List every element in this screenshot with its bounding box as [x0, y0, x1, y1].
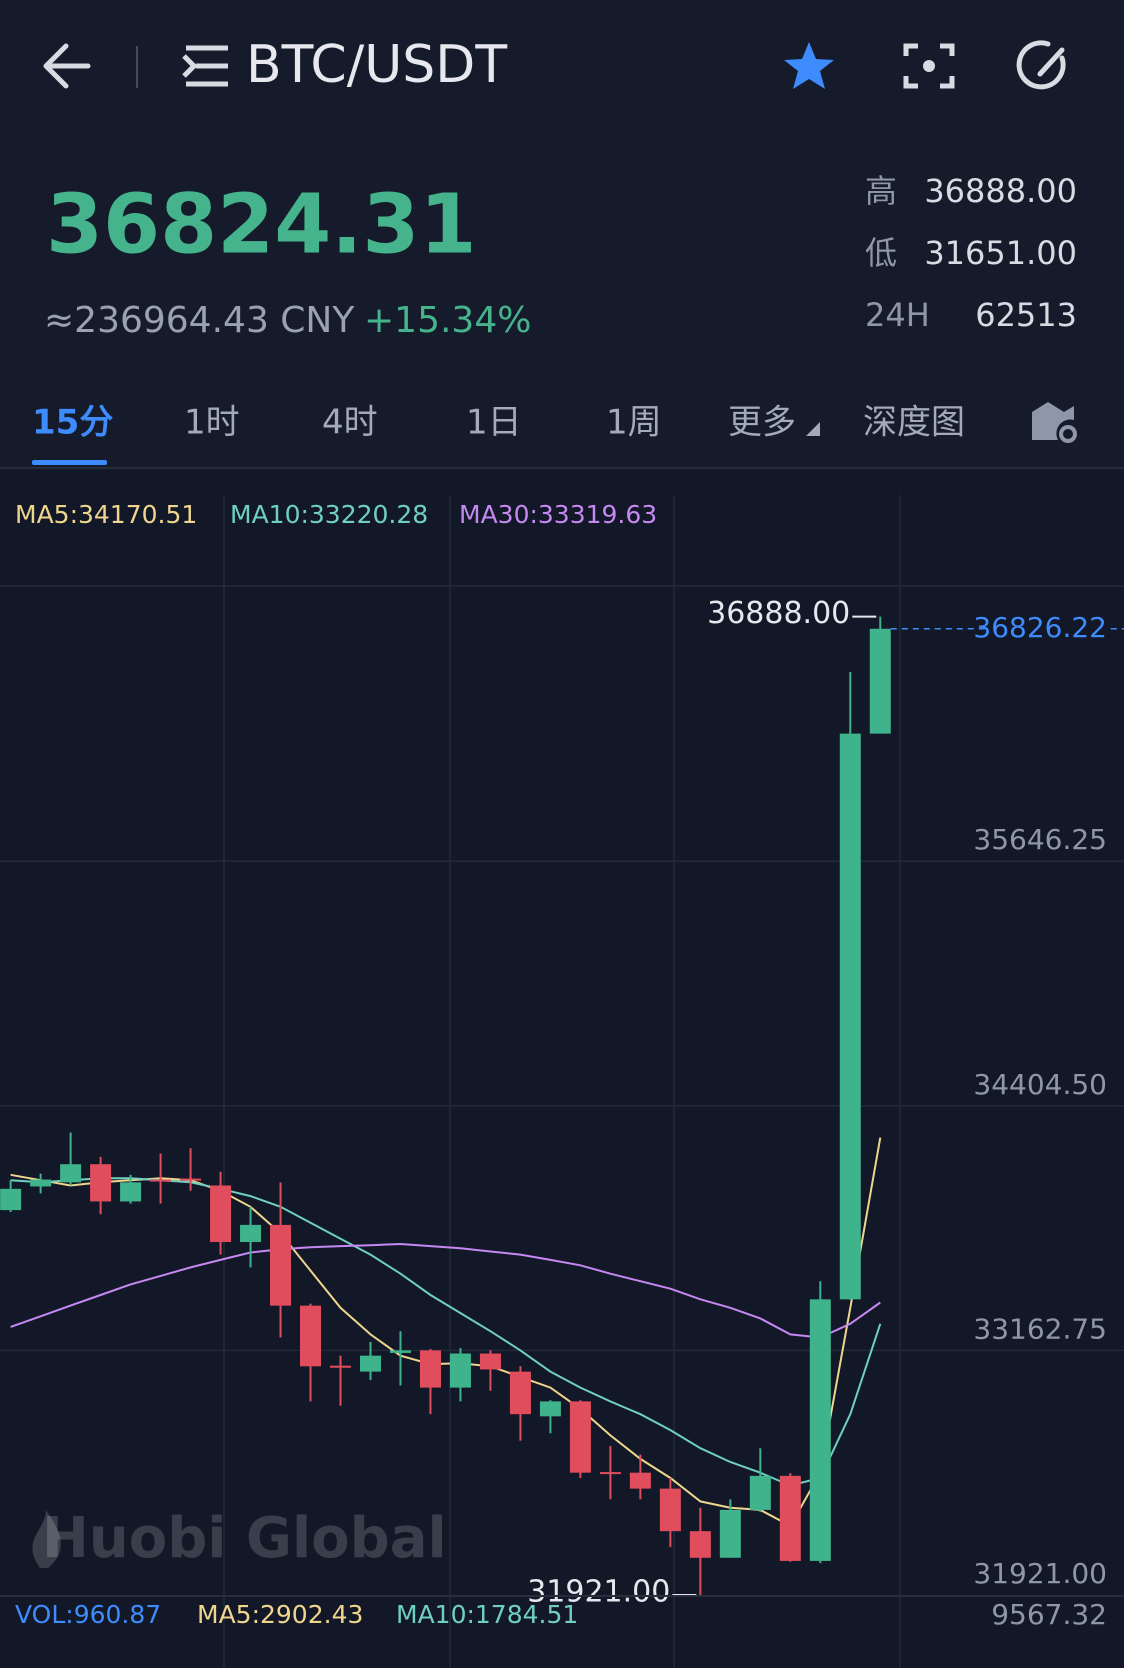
chart-background: [0, 470, 1124, 1668]
stat-label: 24H: [865, 296, 930, 334]
candle-body: [150, 1179, 172, 1182]
candle-body: [839, 733, 861, 1300]
candle-body: [210, 1185, 232, 1243]
last-price: 36824.31: [46, 177, 477, 272]
tab[interactable]: 1日: [466, 403, 522, 443]
tab[interactable]: 1时: [184, 403, 240, 443]
candle-body: [809, 1299, 831, 1561]
candle-body: [539, 1401, 561, 1417]
tab[interactable]: 1周: [606, 403, 662, 443]
back-icon: [43, 43, 91, 89]
volume-axis-label: 9567.32: [991, 1598, 1107, 1631]
candle-body: [90, 1164, 112, 1202]
candle-body: [330, 1365, 352, 1368]
last-price-bg: [990, 612, 1110, 645]
y-tick-label: 34404.50: [973, 1068, 1107, 1101]
volume-indicator: MA5:2902.43: [197, 1600, 363, 1629]
scan-button[interactable]: [903, 43, 955, 89]
watermark-logo: [32, 1510, 61, 1568]
candle-body: [749, 1475, 771, 1510]
back-button[interactable]: [43, 43, 91, 89]
ma-line: [10, 1242, 881, 1339]
candle-body: [719, 1509, 741, 1558]
high-label: 36888.00: [707, 596, 850, 631]
plot: 31921.00 33162.75 34404.50 35646.25 36888.00…: [0, 500, 1124, 1610]
y-tick-label: 35646.25: [973, 823, 1107, 856]
candle-body: [120, 1182, 142, 1202]
candle-body: [599, 1472, 621, 1475]
refresh-arrow: [1037, 47, 1065, 77]
tabs: 15分 1时 4时 1日 1周 更多 深度图: [32, 403, 965, 443]
candle-body: [359, 1355, 381, 1372]
candle-body: [869, 628, 891, 734]
y-tick-label: 33162.75: [973, 1312, 1107, 1345]
legend-entry: MA5:34170.51: [15, 500, 197, 529]
stat-value: 31651.00: [924, 234, 1077, 272]
candle-body: [419, 1350, 441, 1388]
candle-body: [0, 1188, 22, 1211]
volume-panel: VOL:960.87 MA5:2902.43 MA10:1784.51 9567.32: [15, 1598, 1107, 1631]
watermark: Huobi Global: [42, 1506, 447, 1571]
candle-body: [659, 1488, 681, 1532]
candle-body: [240, 1224, 262, 1243]
refresh-button[interactable]: [1016, 40, 1066, 90]
candle-body: [569, 1401, 591, 1473]
legend-entry: MA10:33220.28: [230, 500, 428, 529]
stat-value: 62513: [975, 296, 1077, 334]
candle-body: [300, 1305, 322, 1367]
more-caret: [806, 422, 820, 436]
candle-body: [60, 1164, 82, 1183]
ma-line: [10, 1137, 882, 1528]
tab[interactable]: 深度图: [863, 403, 965, 443]
candle-body: [270, 1224, 292, 1306]
volume-indicator: VOL:960.87: [15, 1600, 161, 1629]
candle-body: [689, 1531, 711, 1558]
change-percent: +15.34%: [364, 300, 531, 341]
low-label: 31921.00: [527, 1575, 670, 1610]
menu-button[interactable]: [182, 45, 228, 87]
tab[interactable]: 更多: [728, 403, 796, 443]
favorite-star[interactable]: [784, 42, 834, 89]
candle-body: [479, 1353, 501, 1370]
stat-label: 高: [865, 172, 897, 210]
tab[interactable]: 15分: [32, 403, 113, 443]
pair-title: BTC/USDT: [246, 35, 507, 95]
candle-body: [180, 1178, 202, 1181]
chart-settings-button[interactable]: [1032, 402, 1074, 440]
candle-body: [509, 1371, 531, 1415]
candle-body: [629, 1472, 651, 1489]
candle-body: [449, 1353, 471, 1388]
candle-body: [779, 1475, 801, 1561]
legend-entry: MA30:33319.63: [459, 500, 657, 529]
y-tick-label: 31921.00: [973, 1557, 1107, 1590]
tab[interactable]: 4时: [322, 403, 378, 443]
stat-value: 36888.00: [924, 172, 1077, 210]
settings-gear: [1059, 425, 1077, 443]
scan-icon: [903, 43, 955, 89]
stats: 高 36888.00 低 31651.00 24H 62513: [865, 172, 1077, 334]
last-price-label: 36826.22: [973, 611, 1107, 644]
candle-body: [30, 1179, 52, 1187]
active-tab-underline: [32, 460, 107, 465]
cny-price: ≈236964.43 CNY: [44, 300, 355, 341]
vertical-grid: [223, 495, 901, 1668]
stat-label: 低: [865, 234, 897, 272]
menu-icon: [182, 45, 228, 87]
refresh-icon: [1016, 40, 1066, 90]
candle-body: [389, 1350, 411, 1353]
volume-indicator: MA10:1784.51: [396, 1600, 578, 1629]
scan-dot: [923, 60, 935, 72]
